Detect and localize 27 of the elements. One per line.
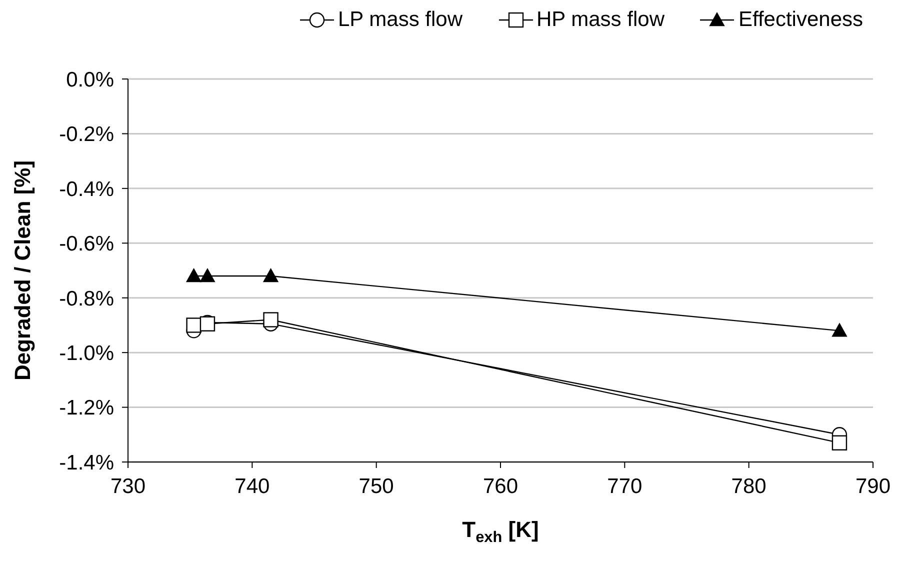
point xyxy=(186,318,202,333)
x-tick-label: 780 xyxy=(731,474,766,498)
x-tick-label: 790 xyxy=(855,474,891,498)
point xyxy=(832,435,848,450)
point xyxy=(832,323,847,337)
x-tick-label: 750 xyxy=(358,474,394,498)
y-tick-label: -0.2% xyxy=(59,123,114,146)
x-tick-label: 730 xyxy=(110,474,146,498)
point xyxy=(186,268,202,282)
y-tick-label: -1.0% xyxy=(59,342,114,366)
x-tick-label: 760 xyxy=(482,474,518,498)
y-axis-title: Degraded / Clean [%] xyxy=(10,160,35,381)
point xyxy=(263,268,278,282)
legend-label: HP mass flow xyxy=(536,8,664,32)
y-tick-label: -1.2% xyxy=(59,396,114,420)
legend-label: Effectiveness xyxy=(738,8,863,32)
y-tick-label: -0.6% xyxy=(59,232,114,256)
y-tick-label: -1.4% xyxy=(59,451,114,474)
x-tick-label: 740 xyxy=(234,474,270,498)
y-tick-label: 0.0% xyxy=(66,68,114,92)
point xyxy=(200,268,215,282)
y-tick-label: -0.4% xyxy=(59,178,114,201)
legend-label: LP mass flow xyxy=(338,8,462,32)
y-tick-label: -0.8% xyxy=(59,287,114,310)
point xyxy=(263,312,278,328)
x-axis-title: T$_{exh}$ [K] xyxy=(462,517,539,546)
x-tick-label: 770 xyxy=(607,474,642,498)
